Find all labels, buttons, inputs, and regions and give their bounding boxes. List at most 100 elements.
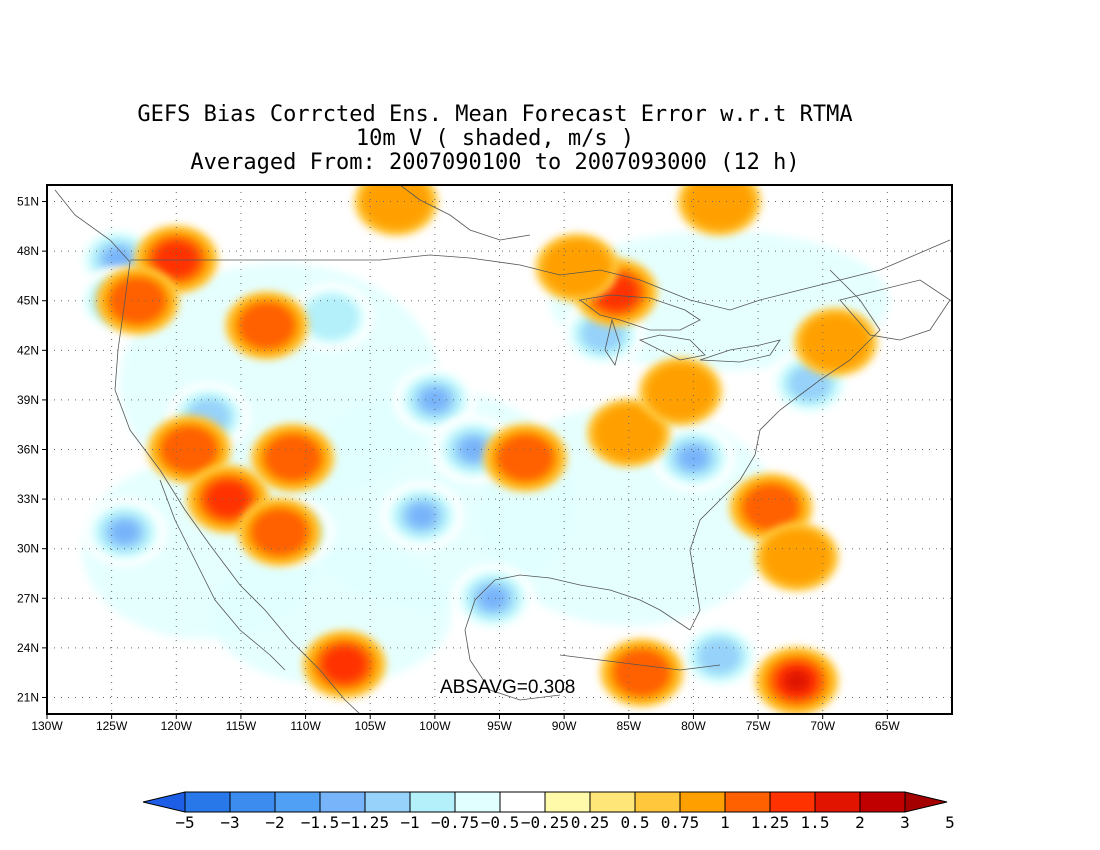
positive-error-area: [265, 435, 321, 481]
colorbar-swatch: [589, 791, 636, 813]
positive-error-area: [783, 670, 811, 692]
lat-tick-label: 33N: [17, 492, 39, 506]
lon-tick-label: 85W: [616, 719, 641, 733]
negative-error-area: [680, 446, 707, 469]
negative-error-area: [104, 248, 132, 271]
lat-tick-label: 30N: [17, 542, 39, 556]
lon-tick-label: 80W: [681, 719, 706, 733]
positive-error-area: [361, 185, 431, 230]
lat-tick-label: 24N: [17, 641, 39, 655]
colorbar-swatch: [454, 791, 501, 813]
positive-error-area: [743, 484, 799, 530]
negative-error-area: [303, 294, 359, 340]
colorbar-label: −0.25: [521, 813, 569, 832]
colorbar-swatch: [319, 791, 366, 813]
axis-ticks: 130W 125W 120W 115W 110W 105W 100W 95W 90W 85W 80W…: [17, 195, 900, 733]
colorbar-swatch: [499, 791, 546, 813]
colorbar-label: −0.75: [431, 813, 479, 832]
colorbar-swatch: [634, 791, 681, 813]
lon-tick-label: 75W: [746, 719, 771, 733]
negative-error-area: [408, 504, 436, 527]
colorbar-label: 3: [900, 813, 910, 832]
lat-tick-label: 42N: [17, 343, 39, 357]
lat-tick-label: 27N: [17, 591, 39, 605]
lon-tick-label: 105W: [355, 719, 387, 733]
lon-tick-label: 90W: [552, 719, 577, 733]
colorbar-label: 0.75: [661, 813, 700, 832]
colorbar-label: −2: [265, 813, 284, 832]
colorbar-high-arrow: [904, 791, 948, 813]
negative-error-area: [421, 389, 449, 411]
lon-tick-label: 95W: [487, 719, 512, 733]
colorbar-label: 1.25: [751, 813, 790, 832]
colorbar-swatch: [274, 791, 321, 813]
shaded-field: [76, 185, 890, 714]
negative-error-area: [789, 366, 831, 401]
positive-error-area: [239, 303, 295, 349]
colorbar-label: −1.25: [341, 813, 389, 832]
lat-tick-label: 36N: [17, 443, 39, 457]
positive-error-area: [594, 404, 664, 462]
lon-tick-label: 70W: [810, 719, 835, 733]
colorbar-label: 1: [720, 813, 730, 832]
positive-error-area: [252, 509, 308, 555]
negative-error-area: [111, 521, 138, 543]
chart-title: GEFS Bias Corrcted Ens. Mean Forecast Er…: [137, 102, 853, 127]
map-plot-area: 130W 125W 120W 115W 110W 105W 100W 95W 90W 85W 80W…: [17, 184, 953, 733]
lon-tick-label: 110W: [290, 719, 321, 733]
colorbar-swatch: [679, 791, 726, 813]
positive-error-area: [161, 427, 217, 472]
colorbar-label: −0.5: [481, 813, 520, 832]
coastlines: [54, 185, 951, 714]
negative-error-area: [479, 587, 507, 610]
colorbar-label: −1.5: [301, 813, 340, 832]
lat-tick-label: 21N: [17, 690, 39, 704]
colorbar-low-arrow: [142, 791, 186, 813]
positive-error-area: [800, 313, 871, 371]
positive-error-area: [207, 482, 249, 516]
lat-tick-label: 39N: [17, 393, 39, 407]
positive-error-area: [684, 185, 754, 230]
colorbar-swatch: [769, 791, 816, 813]
colorbar-label: 0.25: [571, 813, 610, 832]
positive-error-area: [155, 242, 197, 277]
colorbar-swatch: [859, 791, 906, 813]
negative-error-area: [460, 438, 487, 461]
colorbar-swatch: [364, 791, 411, 813]
absavg-annotation: ABSAVG=0.308: [440, 677, 575, 698]
positive-error-area: [614, 650, 670, 696]
colorbar-swatch: [814, 791, 861, 813]
positive-error-area: [645, 363, 716, 420]
colorbar-label: 5: [945, 813, 955, 832]
colorbar-swatch: [229, 791, 276, 813]
lat-tick-label: 45N: [17, 294, 39, 308]
positive-error-area: [497, 435, 553, 481]
positive-error-area: [762, 528, 832, 586]
lat-tick-label: 51N: [17, 195, 39, 209]
positive-error-area: [110, 278, 165, 324]
colorbar-label: 1.5: [801, 813, 830, 832]
lon-tick-label: 125W: [96, 719, 128, 733]
lon-tick-label: 115W: [226, 719, 257, 733]
lon-tick-label: 100W: [419, 719, 451, 733]
colorbar-label: 0.5: [621, 813, 650, 832]
lon-tick-label: 130W: [31, 719, 63, 733]
averaging-period: Averaged From: 2007090100 to 2007093000 …: [190, 150, 800, 175]
colorbar-label: 2: [855, 813, 865, 832]
negative-error-area: [698, 639, 740, 673]
colorbar-label: −5: [175, 813, 194, 832]
colorbar-swatch: [544, 791, 591, 813]
colorbar-swatch: [184, 791, 231, 813]
colorbar-swatch: [724, 791, 771, 813]
colorbar-label: −1: [400, 813, 419, 832]
positive-error-area: [324, 647, 365, 682]
colorbar-label: −3: [220, 813, 239, 832]
colorbar: −5 −3 −2 −1.5 −1.25 −1 −0.75 −0.5 −0.25 0.25 0.5 0.…: [142, 791, 955, 832]
colorbar-swatch: [409, 791, 456, 813]
chart-subtitle: 10m V ( shaded, m/s ): [355, 126, 635, 151]
lon-tick-label: 65W: [875, 719, 900, 733]
lon-tick-label: 120W: [161, 719, 193, 733]
positive-error-area: [542, 239, 612, 297]
lat-tick-label: 48N: [17, 244, 39, 258]
